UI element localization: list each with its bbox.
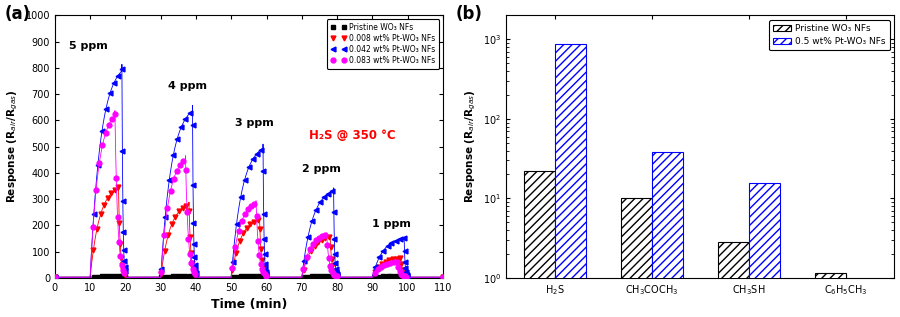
0.008 wt% Pt-WO₃ NFs <box>323 235 334 239</box>
0.042 wt% Pt-WO₃ NFs <box>299 259 310 263</box>
Bar <box>555 44 586 317</box>
Text: 4 ppm: 4 ppm <box>167 81 207 91</box>
0.083 wt% Pt-WO₃ NFs <box>437 275 448 279</box>
Pristine WO₃ NFs <box>437 275 448 279</box>
0.008 wt% Pt-WO₃ NFs <box>312 240 323 244</box>
Text: 5 ppm: 5 ppm <box>69 42 108 51</box>
Text: 2 ppm: 2 ppm <box>302 164 341 174</box>
0.008 wt% Pt-WO₃ NFs <box>50 275 60 279</box>
0.083 wt% Pt-WO₃ NFs <box>302 255 312 259</box>
Bar <box>814 273 846 317</box>
Y-axis label: Response (R$_{air}$/R$_{gas}$): Response (R$_{air}$/R$_{gas}$) <box>5 90 20 204</box>
Y-axis label: Response (R$_{air}$/R$_{gas}$): Response (R$_{air}$/R$_{gas}$) <box>464 90 478 204</box>
0.008 wt% Pt-WO₃ NFs <box>395 256 406 260</box>
Pristine WO₃ NFs <box>327 274 338 278</box>
0.083 wt% Pt-WO₃ NFs <box>50 275 60 279</box>
0.042 wt% Pt-WO₃ NFs <box>302 235 313 239</box>
0.008 wt% Pt-WO₃ NFs <box>302 256 312 260</box>
Bar <box>621 198 652 317</box>
Pristine WO₃ NFs <box>116 274 127 278</box>
Bar <box>749 183 780 317</box>
X-axis label: Time (min): Time (min) <box>211 298 287 311</box>
0.083 wt% Pt-WO₃ NFs <box>110 112 121 116</box>
Bar <box>524 171 555 317</box>
Text: (a): (a) <box>4 5 31 23</box>
Pristine WO₃ NFs <box>50 275 60 279</box>
0.083 wt% Pt-WO₃ NFs <box>298 267 309 271</box>
Line: 0.042 wt% Pt-WO₃ NFs: 0.042 wt% Pt-WO₃ NFs <box>52 66 446 280</box>
Text: (b): (b) <box>456 5 482 23</box>
0.083 wt% Pt-WO₃ NFs <box>392 260 402 264</box>
0.042 wt% Pt-WO₃ NFs <box>398 236 409 240</box>
0.042 wt% Pt-WO₃ NFs <box>116 67 127 70</box>
0.008 wt% Pt-WO₃ NFs <box>298 268 309 272</box>
0.083 wt% Pt-WO₃ NFs <box>320 233 331 236</box>
Line: 0.008 wt% Pt-WO₃ NFs: 0.008 wt% Pt-WO₃ NFs <box>52 185 446 280</box>
Line: 0.083 wt% Pt-WO₃ NFs: 0.083 wt% Pt-WO₃ NFs <box>52 112 446 280</box>
0.042 wt% Pt-WO₃ NFs <box>50 275 60 279</box>
Bar <box>846 281 877 317</box>
Legend: Pristine WO₃ NFs, 0.5 wt% Pt-WO₃ NFs: Pristine WO₃ NFs, 0.5 wt% Pt-WO₃ NFs <box>769 20 890 50</box>
Text: 1 ppm: 1 ppm <box>373 219 411 229</box>
Text: 3 ppm: 3 ppm <box>235 118 274 128</box>
Text: H₂S @ 350 °C: H₂S @ 350 °C <box>309 129 395 142</box>
0.008 wt% Pt-WO₃ NFs <box>113 185 124 189</box>
0.083 wt% Pt-WO₃ NFs <box>310 238 321 242</box>
0.042 wt% Pt-WO₃ NFs <box>437 275 448 279</box>
Bar <box>718 243 749 317</box>
Pristine WO₃ NFs <box>302 275 313 279</box>
Pristine WO₃ NFs <box>243 274 254 278</box>
Pristine WO₃ NFs <box>299 275 310 279</box>
Line: Pristine WO₃ NFs: Pristine WO₃ NFs <box>52 274 446 280</box>
0.042 wt% Pt-WO₃ NFs <box>243 165 254 169</box>
Legend: Pristine WO₃ NFs, 0.008 wt% Pt-WO₃ NFs, 0.042 wt% Pt-WO₃ NFs, 0.083 wt% Pt-WO₃ N: Pristine WO₃ NFs, 0.008 wt% Pt-WO₃ NFs, … <box>327 19 439 68</box>
0.008 wt% Pt-WO₃ NFs <box>437 275 448 279</box>
0.083 wt% Pt-WO₃ NFs <box>239 212 250 216</box>
0.042 wt% Pt-WO₃ NFs <box>327 189 338 193</box>
Pristine WO₃ NFs <box>398 274 409 278</box>
0.008 wt% Pt-WO₃ NFs <box>241 226 252 230</box>
0.042 wt% Pt-WO₃ NFs <box>315 200 326 204</box>
Bar <box>652 152 683 317</box>
Pristine WO₃ NFs <box>315 274 326 278</box>
